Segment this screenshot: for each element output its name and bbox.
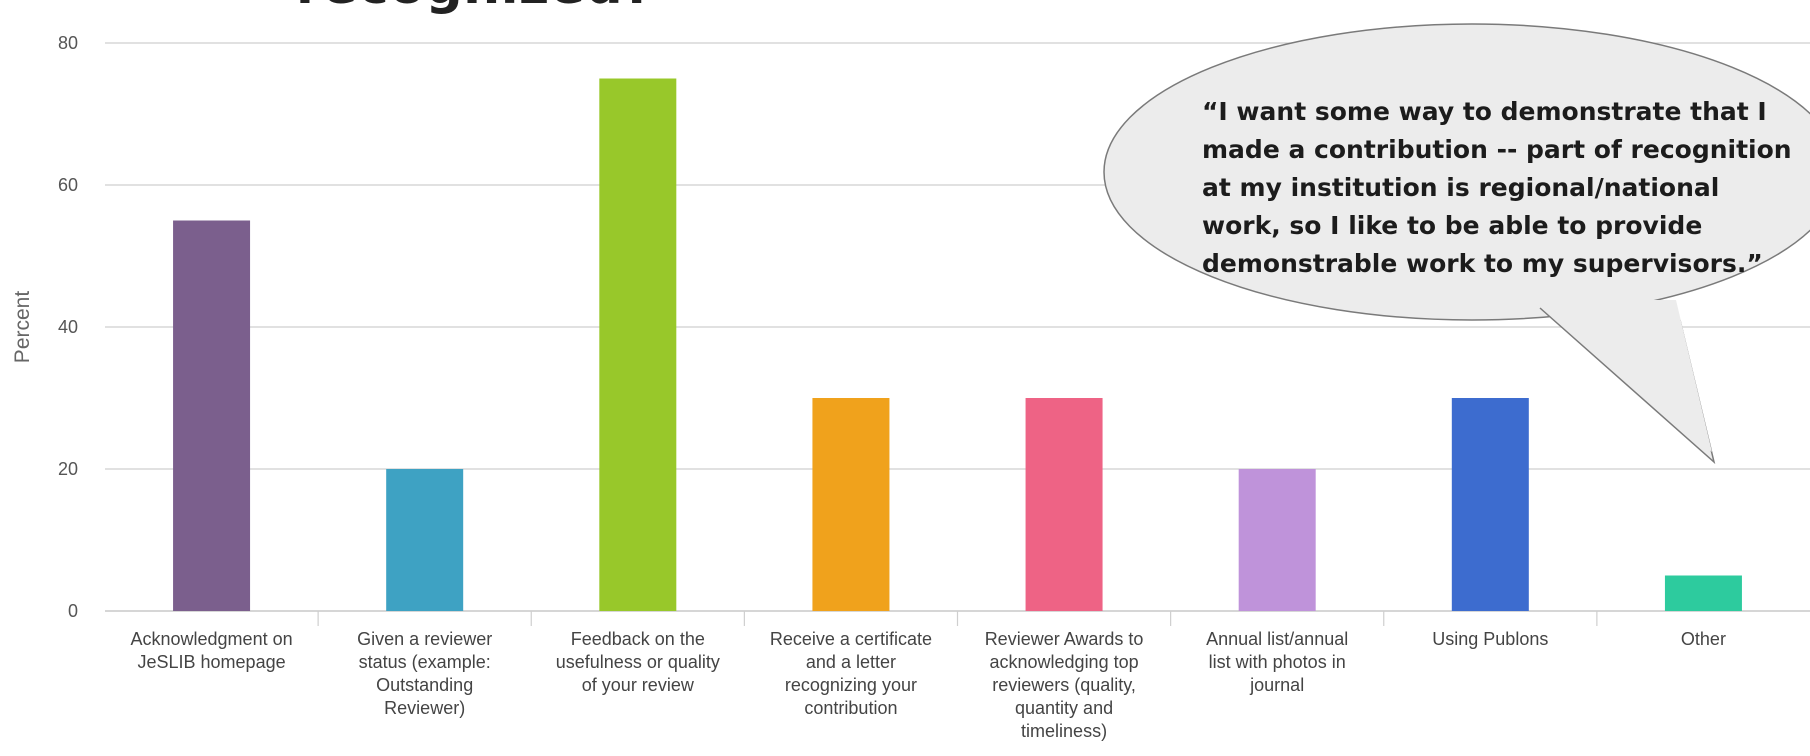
x-category-label: Reviewer Awards to acknowledging top revie…	[985, 629, 1144, 741]
y-tick-label: 20	[58, 459, 78, 479]
x-category-label: Acknowledgment on JeSLIB homepage	[131, 629, 293, 672]
bar	[812, 398, 890, 611]
bar	[1025, 398, 1103, 611]
bar	[1238, 469, 1316, 611]
chart-title: recognized?	[296, 0, 654, 16]
y-tick-label: 40	[58, 317, 78, 337]
bar	[173, 220, 251, 611]
bar	[1451, 398, 1529, 611]
y-axis: 0 20 40 60 80 Percent	[11, 33, 78, 621]
bar	[599, 78, 677, 611]
bars	[173, 78, 1742, 611]
x-category-label: Receive a certificate and a letter recogni…	[770, 629, 932, 718]
bar	[386, 469, 464, 611]
x-axis: Acknowledgment on JeSLIB homepage Given a …	[131, 611, 1726, 741]
bar	[1664, 575, 1742, 611]
y-axis-label: Percent	[11, 291, 34, 364]
x-category-label: Using Publons	[1432, 629, 1548, 649]
speech-bubble-tail-cover	[1544, 300, 1712, 452]
x-category-label: Annual list/annual list with photos in jou…	[1206, 629, 1348, 695]
x-category-label: Other	[1681, 629, 1726, 649]
y-tick-label: 80	[58, 33, 78, 53]
speech-bubble-shape	[1103, 23, 1810, 321]
quote-text: “I want some way to demonstrate that I m…	[1202, 97, 1792, 278]
y-tick-label: 60	[58, 175, 78, 195]
x-category-label: Feedback on the usefulness or quality of y…	[556, 629, 720, 695]
y-tick-label: 0	[68, 601, 78, 621]
quote-bubble	[1103, 23, 1810, 465]
x-category-label: Given a reviewer status (example: Outstand…	[357, 629, 492, 718]
